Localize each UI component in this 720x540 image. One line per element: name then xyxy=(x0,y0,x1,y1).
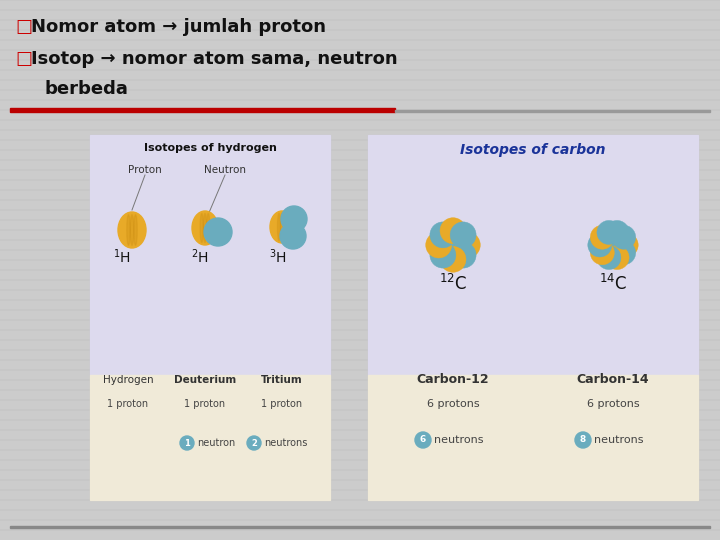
Text: Tritium: Tritium xyxy=(261,375,303,385)
Circle shape xyxy=(442,226,468,252)
Ellipse shape xyxy=(270,211,294,243)
Circle shape xyxy=(438,238,464,264)
Text: Proton: Proton xyxy=(128,165,162,175)
Bar xyxy=(368,135,698,500)
Bar xyxy=(368,375,698,500)
Text: 6 protons: 6 protons xyxy=(587,399,639,409)
Circle shape xyxy=(180,436,194,450)
Circle shape xyxy=(597,220,621,245)
Circle shape xyxy=(607,235,631,259)
Ellipse shape xyxy=(277,213,281,241)
Text: $^{14}$C: $^{14}$C xyxy=(599,274,627,294)
Circle shape xyxy=(590,225,614,249)
Circle shape xyxy=(605,220,629,245)
Circle shape xyxy=(433,230,460,256)
Text: 1: 1 xyxy=(184,438,190,448)
Bar xyxy=(90,375,330,500)
Text: 1 proton: 1 proton xyxy=(261,399,302,409)
Circle shape xyxy=(599,239,624,263)
Circle shape xyxy=(426,232,451,258)
Text: $^1$H: $^1$H xyxy=(113,247,131,266)
Circle shape xyxy=(450,242,476,268)
Bar xyxy=(395,110,710,111)
Ellipse shape xyxy=(281,213,284,241)
Text: Isotopes of carbon: Isotopes of carbon xyxy=(460,143,606,157)
Circle shape xyxy=(430,222,456,248)
Text: 1 proton: 1 proton xyxy=(184,399,225,409)
Text: 6 protons: 6 protons xyxy=(427,399,480,409)
Circle shape xyxy=(204,218,232,246)
Circle shape xyxy=(280,223,306,249)
Circle shape xyxy=(590,241,614,265)
Ellipse shape xyxy=(118,212,146,248)
Text: neutrons: neutrons xyxy=(264,438,307,448)
Bar xyxy=(90,135,330,500)
Ellipse shape xyxy=(134,215,138,245)
Circle shape xyxy=(440,218,466,244)
Text: 6: 6 xyxy=(420,435,426,444)
Ellipse shape xyxy=(127,215,130,245)
Text: neutrons: neutrons xyxy=(594,435,644,445)
Text: $^{12}$C: $^{12}$C xyxy=(439,274,467,294)
Circle shape xyxy=(612,241,636,265)
Circle shape xyxy=(605,246,629,269)
Ellipse shape xyxy=(203,213,207,242)
Text: 8: 8 xyxy=(580,435,586,444)
Text: $^2$H: $^2$H xyxy=(191,247,209,266)
Circle shape xyxy=(440,246,466,272)
Circle shape xyxy=(597,246,621,269)
Text: 2: 2 xyxy=(251,438,257,448)
Ellipse shape xyxy=(192,211,218,245)
Circle shape xyxy=(450,222,476,248)
Ellipse shape xyxy=(284,213,287,241)
Text: Carbon-12: Carbon-12 xyxy=(417,373,490,386)
Text: 1 proton: 1 proton xyxy=(107,399,148,409)
Text: neutrons: neutrons xyxy=(434,435,484,445)
Text: Deuterium: Deuterium xyxy=(174,375,236,385)
Text: Nomor atom → jumlah proton: Nomor atom → jumlah proton xyxy=(31,18,326,36)
Bar xyxy=(10,108,395,112)
Text: neutron: neutron xyxy=(197,438,235,448)
Text: $^3$H: $^3$H xyxy=(269,247,287,266)
Circle shape xyxy=(575,432,591,448)
Ellipse shape xyxy=(200,213,203,242)
Text: Neutron: Neutron xyxy=(204,165,246,175)
Circle shape xyxy=(595,231,619,255)
Circle shape xyxy=(603,227,627,251)
Circle shape xyxy=(588,233,612,257)
Text: Hydrogen: Hydrogen xyxy=(103,375,153,385)
Ellipse shape xyxy=(130,215,134,245)
Bar xyxy=(368,135,698,375)
Circle shape xyxy=(430,242,456,268)
Ellipse shape xyxy=(207,213,210,242)
Text: Isotopes of hydrogen: Isotopes of hydrogen xyxy=(143,143,276,153)
Circle shape xyxy=(454,232,480,258)
Text: □: □ xyxy=(15,18,32,36)
Circle shape xyxy=(281,206,307,232)
Circle shape xyxy=(614,233,638,257)
Circle shape xyxy=(247,436,261,450)
Bar xyxy=(10,526,710,528)
Text: □: □ xyxy=(15,50,32,68)
Text: berbeda: berbeda xyxy=(44,80,128,98)
Text: Carbon-14: Carbon-14 xyxy=(577,373,649,386)
Circle shape xyxy=(415,432,431,448)
Text: Isotop → nomor atom sama, neutron: Isotop → nomor atom sama, neutron xyxy=(31,50,397,68)
Circle shape xyxy=(446,234,472,260)
Bar xyxy=(90,135,330,375)
Circle shape xyxy=(612,225,636,249)
